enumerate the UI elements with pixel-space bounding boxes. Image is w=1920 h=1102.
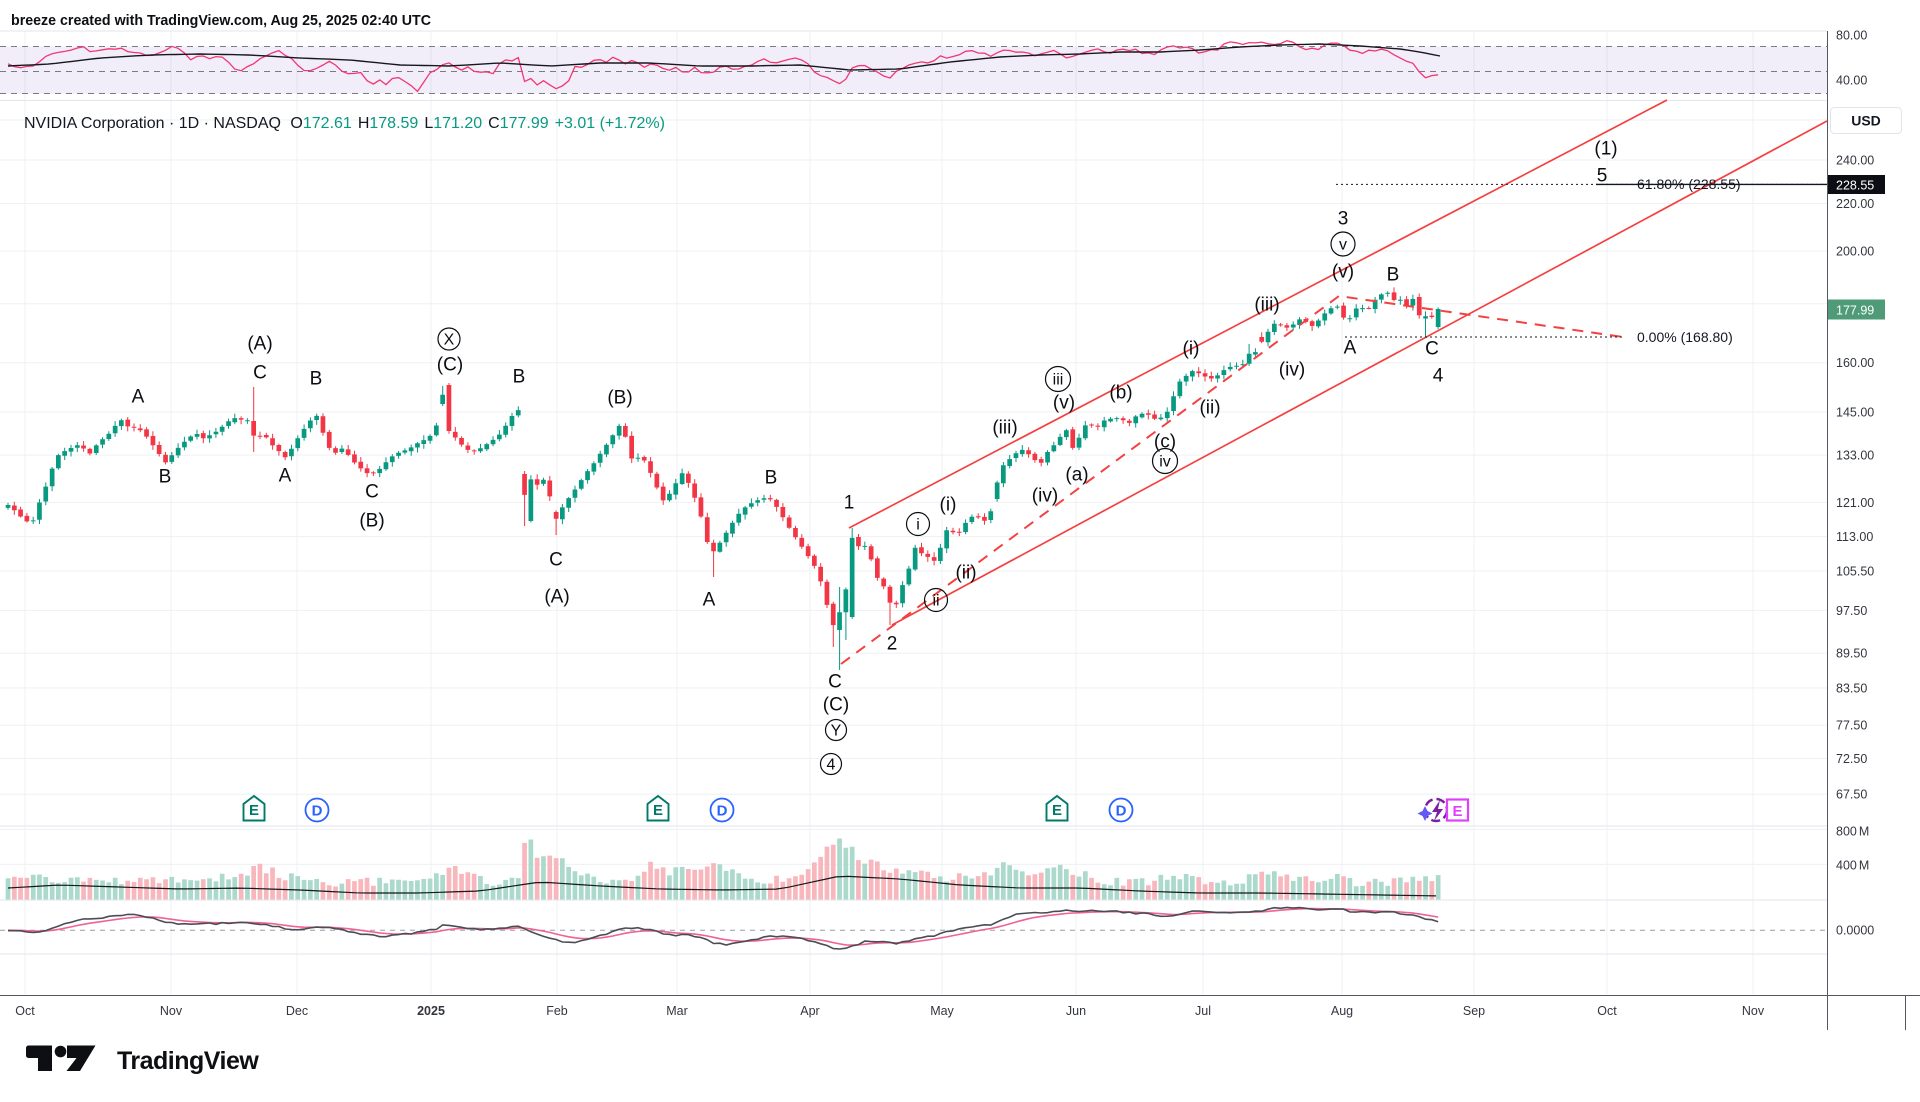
svg-text:(A): (A) bbox=[247, 334, 272, 355]
svg-text:83.50: 83.50 bbox=[1836, 681, 1867, 695]
svg-text:A: A bbox=[1344, 338, 1357, 359]
svg-text:D: D bbox=[312, 803, 323, 820]
svg-text:D: D bbox=[717, 803, 728, 820]
svg-text:40.00: 40.00 bbox=[1836, 74, 1867, 88]
svg-text:NVIDIA Corporation · 1D · NASD: NVIDIA Corporation · 1D · NASDAQ O172.61… bbox=[24, 115, 665, 132]
svg-text:iii: iii bbox=[1053, 372, 1064, 389]
svg-text:Oct: Oct bbox=[15, 1004, 35, 1018]
svg-text:(iv): (iv) bbox=[1279, 360, 1305, 381]
svg-text:X: X bbox=[444, 332, 455, 349]
svg-text:C: C bbox=[1425, 339, 1439, 360]
svg-text:105.50: 105.50 bbox=[1836, 564, 1874, 578]
svg-text:240.00: 240.00 bbox=[1836, 154, 1874, 168]
svg-text:89.50: 89.50 bbox=[1836, 647, 1867, 661]
svg-text:(a): (a) bbox=[1065, 465, 1088, 486]
svg-text:v: v bbox=[1339, 237, 1347, 254]
svg-text:4: 4 bbox=[827, 757, 836, 774]
svg-text:(C): (C) bbox=[823, 695, 849, 716]
svg-text:5: 5 bbox=[1597, 166, 1608, 187]
svg-text:USD: USD bbox=[1851, 113, 1881, 129]
svg-text:Jul: Jul bbox=[1195, 1004, 1211, 1018]
svg-text:1: 1 bbox=[844, 493, 855, 514]
svg-text:May: May bbox=[930, 1004, 954, 1018]
svg-text:Jun: Jun bbox=[1066, 1004, 1086, 1018]
svg-text:A: A bbox=[703, 590, 716, 611]
svg-text:(iv): (iv) bbox=[1032, 486, 1058, 507]
svg-text:Nov: Nov bbox=[160, 1004, 183, 1018]
svg-text:72.50: 72.50 bbox=[1836, 752, 1867, 766]
svg-text:(b): (b) bbox=[1109, 383, 1132, 404]
svg-text:Feb: Feb bbox=[546, 1004, 568, 1018]
svg-text:B: B bbox=[1387, 265, 1400, 286]
svg-text:E: E bbox=[1452, 803, 1462, 820]
svg-text:228.55: 228.55 bbox=[1836, 179, 1874, 193]
svg-text:ii: ii bbox=[932, 593, 939, 610]
svg-text:(B): (B) bbox=[359, 511, 384, 532]
svg-text:B: B bbox=[513, 367, 526, 388]
svg-text:0.0000: 0.0000 bbox=[1836, 924, 1874, 938]
svg-text:C: C bbox=[365, 482, 379, 503]
svg-text:61.80% (228.55): 61.80% (228.55) bbox=[1637, 176, 1741, 192]
svg-text:2025: 2025 bbox=[417, 1004, 445, 1018]
svg-text:B: B bbox=[765, 468, 778, 489]
svg-text:D: D bbox=[1116, 803, 1127, 820]
svg-text:(iii): (iii) bbox=[1254, 295, 1279, 316]
svg-text:(A): (A) bbox=[544, 587, 569, 608]
svg-text:177.99: 177.99 bbox=[1836, 304, 1874, 318]
svg-text:(ii): (ii) bbox=[1199, 398, 1220, 419]
svg-text:0.00% (168.80): 0.00% (168.80) bbox=[1637, 329, 1733, 345]
svg-text:(i): (i) bbox=[940, 495, 957, 516]
svg-text:E: E bbox=[249, 802, 259, 819]
svg-text:97.50: 97.50 bbox=[1836, 604, 1867, 618]
svg-text:Sep: Sep bbox=[1463, 1004, 1485, 1018]
svg-text:220.00: 220.00 bbox=[1836, 197, 1874, 211]
svg-text:160.00: 160.00 bbox=[1836, 356, 1874, 370]
svg-text:breeze created with TradingVie: breeze created with TradingView.com, Aug… bbox=[11, 12, 431, 29]
svg-text:i: i bbox=[916, 517, 920, 534]
svg-text:(v): (v) bbox=[1053, 393, 1075, 414]
svg-text:E: E bbox=[1052, 802, 1062, 819]
svg-text:(B): (B) bbox=[607, 388, 632, 409]
svg-text:Aug: Aug bbox=[1331, 1004, 1353, 1018]
svg-text:iv: iv bbox=[1159, 454, 1171, 471]
svg-text:Oct: Oct bbox=[1597, 1004, 1617, 1018]
svg-text:Nov: Nov bbox=[1742, 1004, 1765, 1018]
svg-text:B: B bbox=[159, 467, 172, 488]
svg-text:Apr: Apr bbox=[800, 1004, 819, 1018]
svg-text:A: A bbox=[279, 466, 292, 487]
svg-text:C: C bbox=[828, 672, 842, 693]
svg-text:C: C bbox=[253, 363, 267, 384]
svg-text:C: C bbox=[549, 550, 563, 571]
svg-text:80.00: 80.00 bbox=[1836, 29, 1867, 43]
svg-text:113.00: 113.00 bbox=[1836, 530, 1873, 544]
svg-text:(iii): (iii) bbox=[992, 418, 1017, 439]
svg-text:B: B bbox=[310, 369, 323, 390]
svg-text:145.00: 145.00 bbox=[1836, 405, 1874, 419]
svg-text:4: 4 bbox=[1433, 366, 1444, 387]
svg-text:(ii): (ii) bbox=[955, 563, 976, 584]
svg-text:133.00: 133.00 bbox=[1836, 449, 1874, 463]
svg-text:A: A bbox=[132, 387, 145, 408]
svg-text:E: E bbox=[653, 802, 663, 819]
svg-text:(v): (v) bbox=[1332, 262, 1354, 283]
svg-text:Mar: Mar bbox=[666, 1004, 688, 1018]
svg-text:3: 3 bbox=[1338, 209, 1349, 230]
svg-text:200.00: 200.00 bbox=[1836, 245, 1874, 259]
svg-text:2: 2 bbox=[887, 634, 898, 655]
svg-text:Dec: Dec bbox=[286, 1004, 308, 1018]
svg-text:(C): (C) bbox=[437, 355, 463, 376]
svg-text:(i): (i) bbox=[1183, 339, 1200, 360]
svg-text:Y: Y bbox=[831, 723, 842, 740]
svg-text:77.50: 77.50 bbox=[1836, 719, 1867, 733]
svg-text:(1): (1) bbox=[1594, 139, 1617, 160]
svg-text:TradingView: TradingView bbox=[117, 1047, 259, 1075]
svg-text:67.50: 67.50 bbox=[1836, 788, 1867, 802]
svg-text:121.00: 121.00 bbox=[1836, 496, 1874, 510]
svg-text:(c): (c) bbox=[1154, 432, 1176, 453]
